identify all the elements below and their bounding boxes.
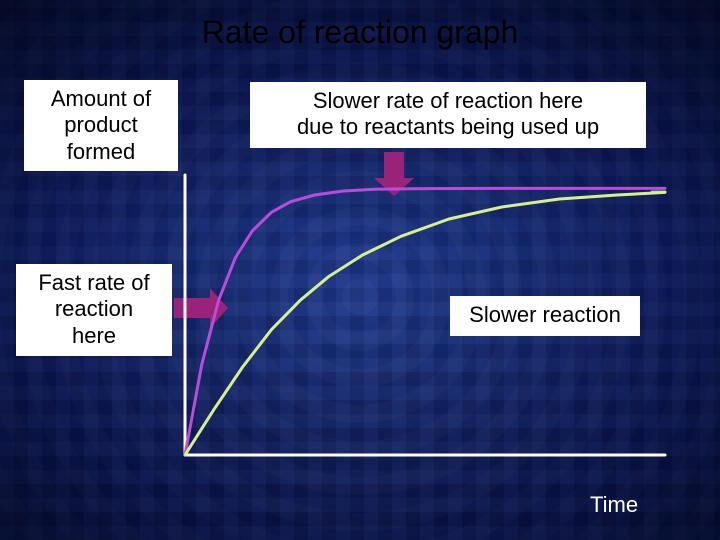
reaction-rate-chart (155, 165, 675, 475)
textbox-line: Amount of (34, 86, 168, 112)
textbox-line: due to reactants being used up (260, 114, 636, 140)
y-axis-label-box: Amount ofproductformed (24, 80, 178, 171)
textbox-line: reaction (26, 296, 162, 322)
curve-slow-reaction (185, 192, 665, 455)
textbox-line: Fast rate of (26, 270, 162, 296)
callout-fast-left: Fast rate ofreactionhere (16, 264, 172, 356)
textbox-line: here (26, 323, 162, 349)
textbox-line: formed (34, 139, 168, 165)
slide-content: Rate of reaction graph Amount ofproductf… (0, 0, 720, 540)
textbox-line: product (34, 112, 168, 138)
textbox-line: Slower rate of reaction here (260, 88, 636, 114)
slide-title: Rate of reaction graph (0, 14, 720, 51)
x-axis-label: Time (590, 492, 638, 518)
callout-slower-top: Slower rate of reaction heredue to react… (250, 82, 646, 148)
